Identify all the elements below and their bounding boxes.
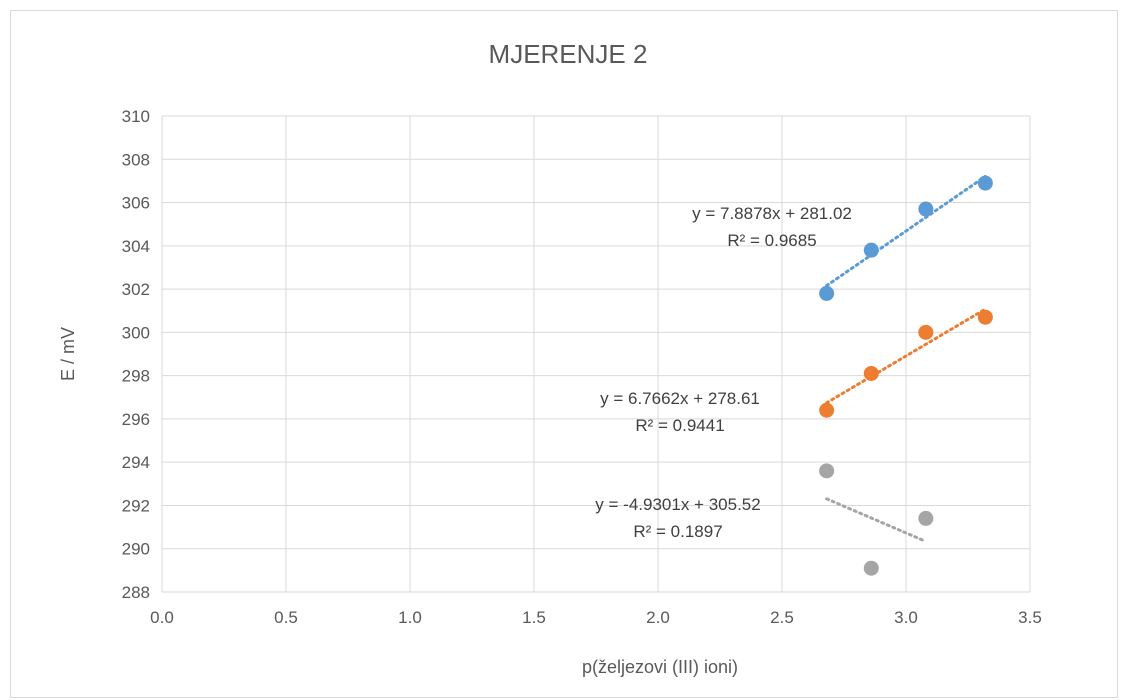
trendline-equation-1: y = 7.8878x + 281.02 [692, 204, 852, 223]
grid-lines [161, 115, 1031, 593]
y-tick-label: 298 [122, 367, 150, 386]
chart-frame [10, 10, 1118, 698]
x-tick-label: 3.0 [894, 608, 918, 627]
y-tick-label: 300 [122, 323, 150, 342]
x-axis-title: p(željezovi (III) ioni) [582, 657, 738, 677]
trendline-r-squared-1: R² = 0.9685 [727, 231, 816, 250]
data-point-series-3 [918, 510, 934, 526]
data-point-series-1 [819, 285, 835, 301]
trendline-series-2 [825, 307, 987, 405]
data-point-series-2 [863, 365, 879, 381]
trendlines [825, 174, 987, 543]
y-tick-label: 294 [122, 453, 150, 472]
x-tick-label: 0.5 [274, 608, 298, 627]
y-tick-label: 310 [122, 107, 150, 126]
data-points [819, 175, 993, 576]
y-tick-label: 296 [122, 410, 150, 429]
y-tick-label: 302 [122, 280, 150, 299]
data-point-series-1 [918, 201, 934, 217]
trendline-r-squared-2: R² = 0.9441 [635, 416, 724, 435]
y-tick-label: 304 [122, 237, 150, 256]
chart-title: MJERENJE 2 [489, 39, 648, 69]
x-tick-label: 2.0 [646, 608, 670, 627]
y-tick-label: 290 [122, 540, 150, 559]
data-point-series-1 [863, 242, 879, 258]
data-point-series-3 [863, 560, 879, 576]
y-tick-label: 306 [122, 194, 150, 213]
x-tick-label: 2.5 [770, 608, 794, 627]
x-tick-label: 1.5 [522, 608, 546, 627]
data-point-series-2 [819, 402, 835, 418]
tick-labels: 288 290 292 294 296 298 300 302 304 306 308 310 0.0 0… [122, 107, 1042, 627]
x-tick-label: 1.0 [398, 608, 422, 627]
x-tick-label: 0.0 [150, 608, 174, 627]
y-tick-label: 292 [122, 496, 150, 515]
trendline-series-1 [825, 174, 987, 288]
x-tick-label: 3.5 [1018, 608, 1042, 627]
y-tick-label: 288 [122, 583, 150, 602]
trendline-equation-2: y = 6.7662x + 278.61 [600, 389, 760, 408]
y-tick-label: 308 [122, 150, 150, 169]
trendline-equation-3: y = -4.9301x + 305.52 [595, 495, 760, 514]
trendline-equations: y = 7.8878x + 281.02 R² = 0.9685 y = 6.766… [595, 204, 852, 541]
trendline-series-3 [825, 497, 928, 543]
data-point-series-2 [977, 309, 993, 325]
y-axis-title: E / mV [58, 327, 78, 381]
trendline-r-squared-3: R² = 0.1897 [633, 522, 722, 541]
data-point-series-1 [977, 175, 993, 191]
data-point-series-2 [918, 324, 934, 340]
data-point-series-3 [819, 463, 835, 479]
